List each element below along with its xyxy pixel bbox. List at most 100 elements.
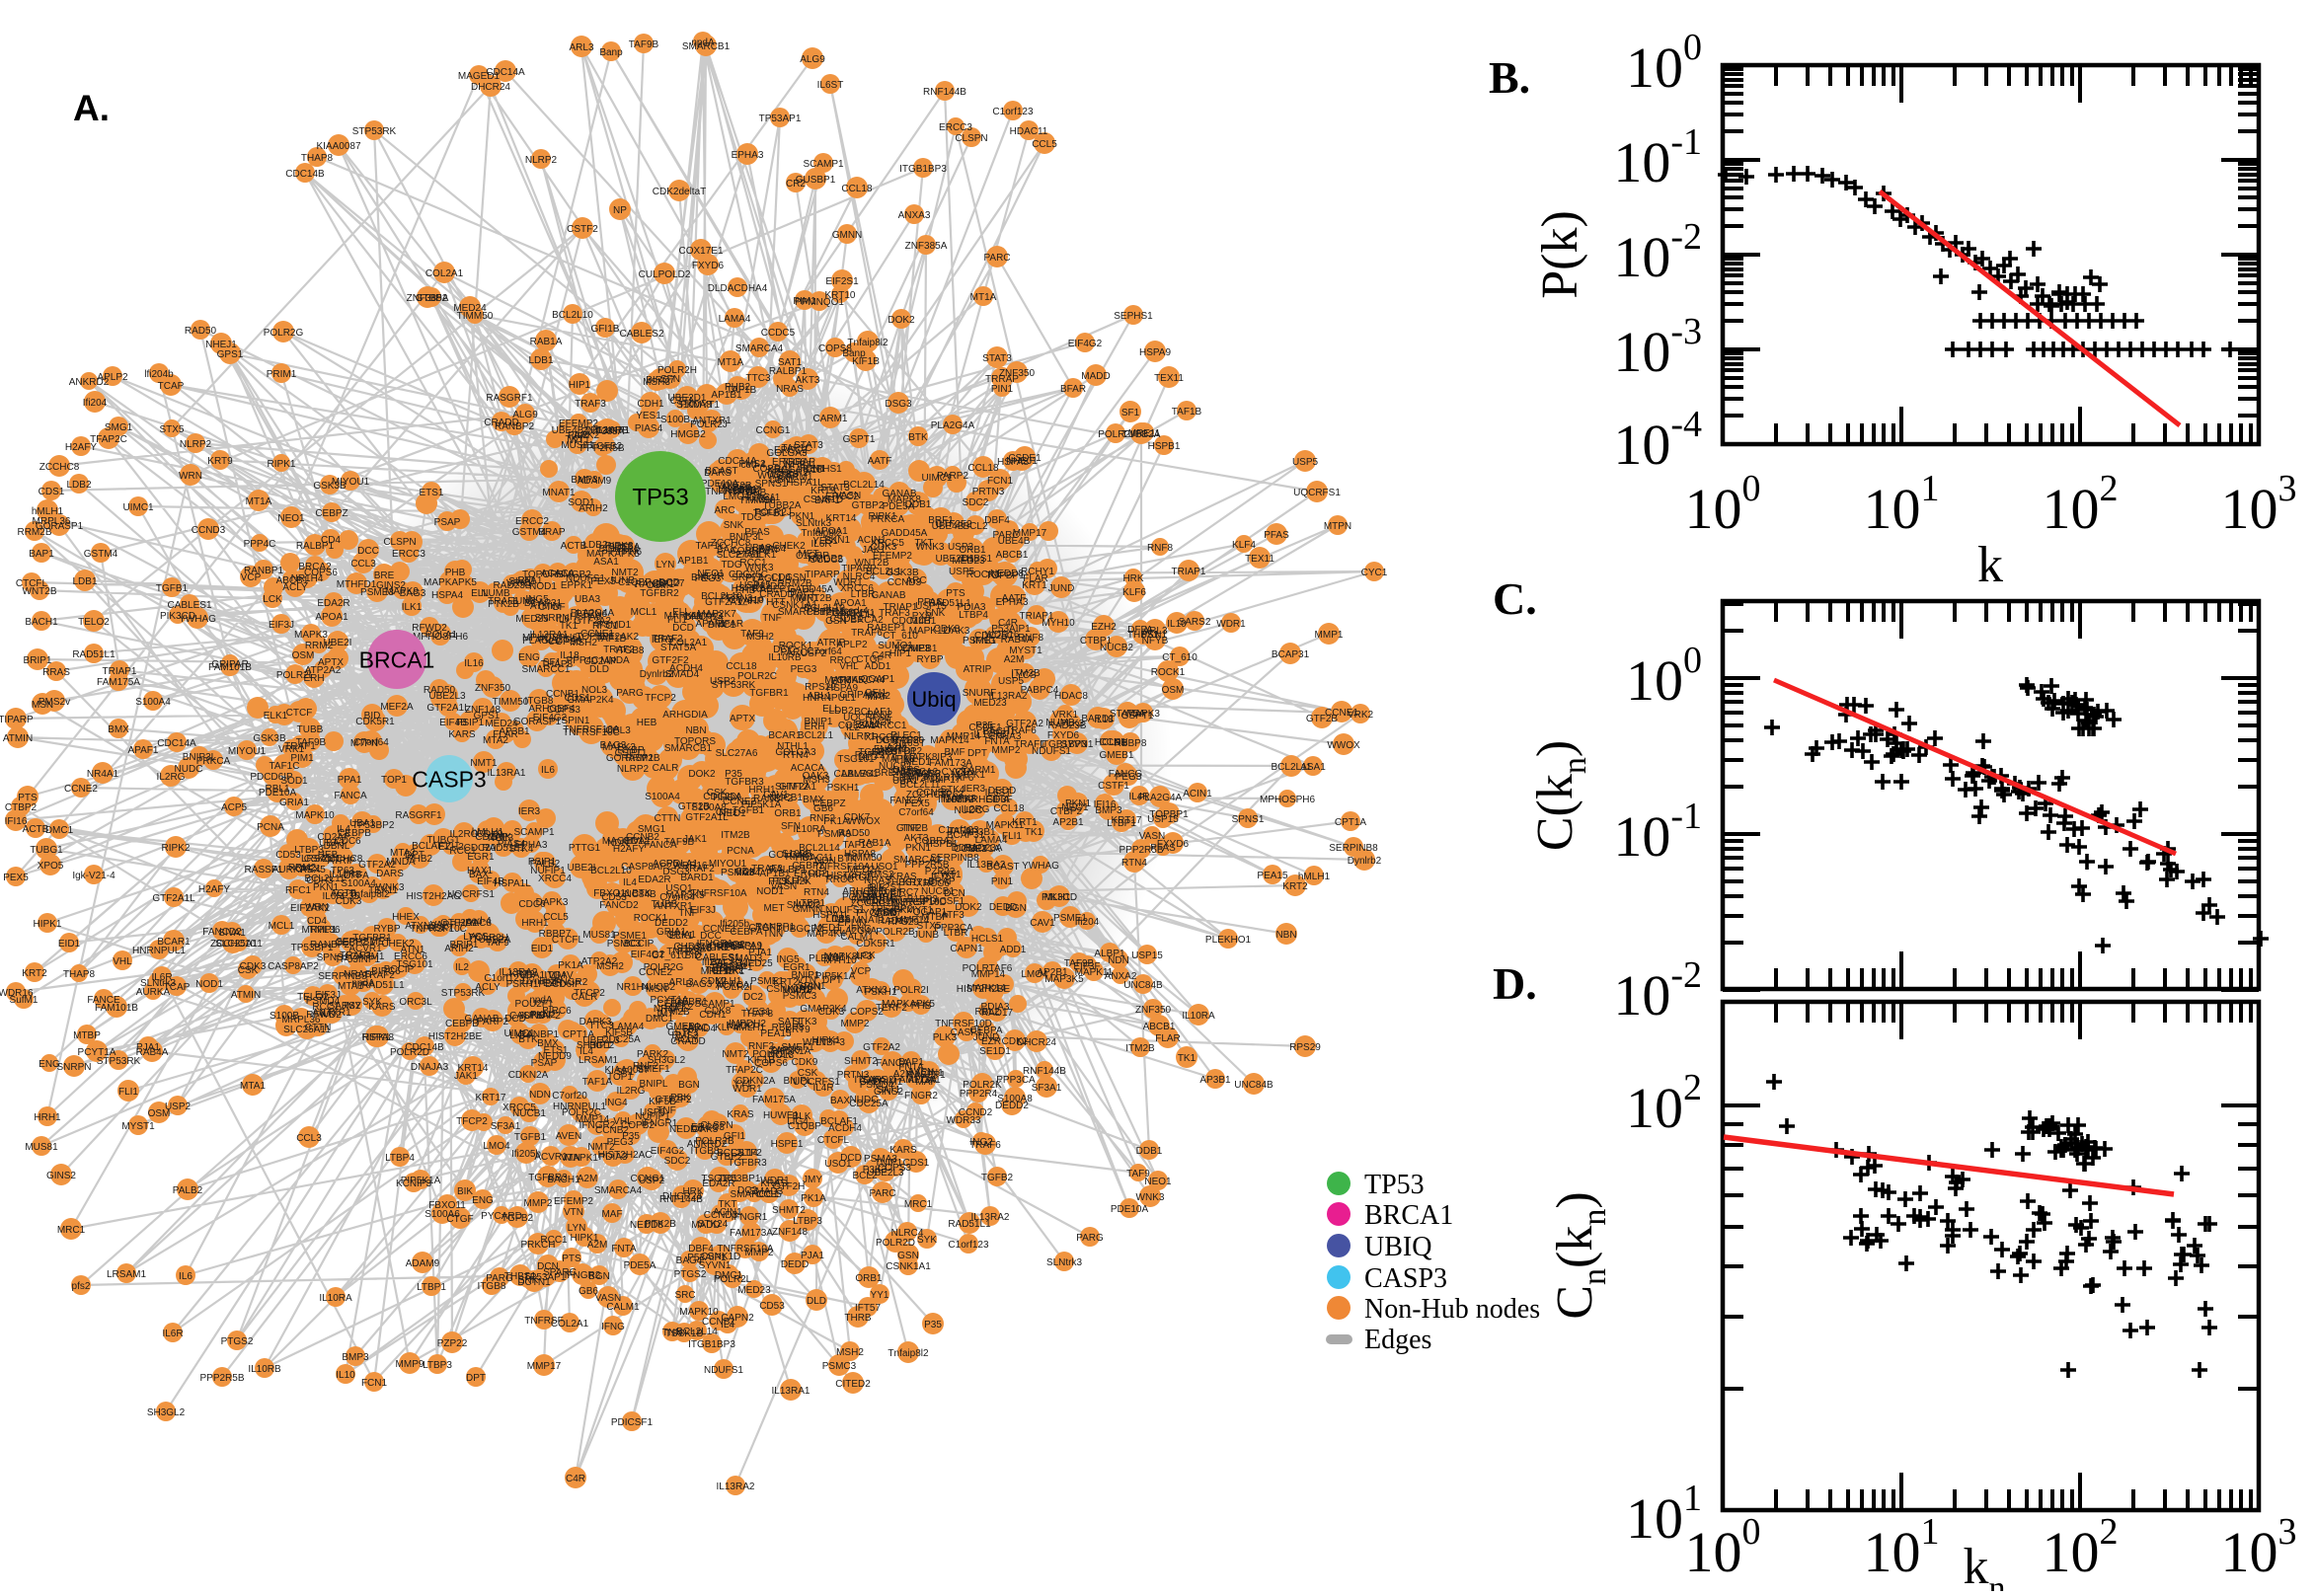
svg-text:CSDE1: CSDE1 [968, 722, 1002, 733]
svg-text:CDK2deltaT: CDK2deltaT [653, 187, 706, 197]
svg-text:DOK2: DOK2 [688, 769, 716, 780]
svg-text:LTBP3: LTBP3 [793, 1216, 822, 1227]
svg-text:IL2: IL2 [455, 962, 469, 973]
svg-text:ARC: ARC [714, 505, 734, 516]
svg-text:IL6: IL6 [541, 765, 555, 776]
svg-text:CALR: CALR [572, 992, 598, 1003]
svg-text:VRK2: VRK2 [1348, 710, 1374, 721]
svg-text:JAK1: JAK1 [683, 834, 707, 845]
svg-text:Ifi204: Ifi204 [83, 398, 108, 409]
svg-text:UNC84B: UNC84B [1123, 980, 1163, 991]
svg-text:102: 102 [2043, 1511, 2119, 1584]
svg-text:STP53RK: STP53RK [97, 1056, 141, 1067]
svg-text:YWHAG: YWHAG [1022, 861, 1059, 872]
svg-text:DLD: DLD [807, 1296, 826, 1307]
svg-text:CPT1A: CPT1A [1335, 817, 1367, 828]
svg-text:FANCA: FANCA [334, 791, 367, 801]
svg-text:TKT: TKT [915, 538, 934, 549]
svg-text:BCAP31: BCAP31 [1272, 649, 1310, 660]
svg-text:C7orf64: C7orf64 [353, 737, 389, 748]
svg-text:LTBP3: LTBP3 [423, 1360, 452, 1371]
svg-text:XPO5: XPO5 [38, 861, 64, 872]
svg-text:FNTA: FNTA [611, 1244, 637, 1254]
svg-text:SPNS1: SPNS1 [755, 479, 788, 490]
svg-text:CCDC5: CCDC5 [761, 328, 796, 339]
svg-text:ELK1: ELK1 [264, 711, 288, 722]
svg-text:CARM1: CARM1 [812, 414, 847, 424]
svg-text:DNAJA3: DNAJA3 [411, 1062, 449, 1073]
svg-text:GTF2B: GTF2B [678, 801, 711, 812]
svg-text:PALB2: PALB2 [173, 1185, 203, 1196]
svg-text:BGN: BGN [678, 1080, 700, 1091]
svg-text:BGN: BGN [588, 1271, 610, 1282]
svg-text:SHMT2: SHMT2 [772, 1205, 806, 1216]
svg-text:FLI1: FLI1 [118, 1087, 138, 1098]
svg-text:MMP1: MMP1 [1315, 630, 1344, 641]
svg-text:PARC: PARC [780, 647, 807, 658]
svg-text:BTK: BTK [831, 676, 851, 687]
svg-text:FBXO11: FBXO11 [593, 888, 631, 899]
svg-text:EPPK1: EPPK1 [561, 580, 593, 591]
svg-text:BCCIP: BCCIP [624, 939, 655, 950]
svg-text:TGFB2: TGFB2 [502, 1213, 534, 1224]
svg-text:A2M: A2M [578, 1174, 598, 1184]
svg-text:GMNN: GMNN [793, 904, 823, 915]
svg-text:VASN: VASN [771, 881, 798, 892]
svg-text:IL16: IL16 [803, 465, 822, 476]
svg-text:C1QBP: C1QBP [618, 577, 652, 588]
svg-text:BAP1: BAP1 [29, 549, 54, 560]
svg-text:WDR16: WDR16 [984, 630, 1019, 641]
svg-text:MUS81: MUS81 [582, 930, 616, 941]
svg-text:WWOX: WWOX [847, 816, 881, 827]
svg-text:ROCK1: ROCK1 [1151, 667, 1186, 678]
svg-text:EIF4G2: EIF4G2 [651, 1146, 685, 1157]
svg-text:GRIA1: GRIA1 [656, 927, 686, 938]
svg-text:OSM: OSM [292, 650, 315, 661]
svg-text:MMP17: MMP17 [527, 1361, 562, 1372]
svg-text:AURKA: AURKA [136, 987, 171, 998]
svg-text:10-3: 10-3 [1613, 311, 1702, 384]
svg-text:PARG: PARG [616, 688, 644, 699]
svg-text:100: 100 [1685, 468, 1761, 541]
svg-text:ORC3L: ORC3L [399, 997, 432, 1008]
svg-text:GMNN: GMNN [832, 230, 863, 241]
svg-text:TSG101: TSG101 [396, 959, 433, 970]
svg-text:S100B: S100B [660, 415, 690, 425]
svg-text:S100A4: S100A4 [645, 792, 680, 802]
svg-text:USP2: USP2 [639, 1176, 665, 1186]
svg-text:EZH2: EZH2 [1091, 622, 1117, 633]
svg-text:BCL2L1: BCL2L1 [798, 730, 834, 741]
svg-text:MAPK3: MAPK3 [1126, 709, 1160, 720]
svg-text:P(k): P(k) [1532, 210, 1588, 299]
svg-text:STAT3: STAT3 [820, 483, 850, 494]
svg-text:GRIPAR: GRIPAR [839, 690, 877, 701]
svg-text:pfs2: pfs2 [72, 1281, 91, 1292]
svg-text:TRAF6: TRAF6 [851, 628, 883, 639]
svg-text:IL18: IL18 [793, 985, 812, 996]
svg-text:CDH1: CDH1 [637, 399, 664, 410]
svg-text:IL4R: IL4R [1128, 792, 1149, 802]
svg-text:C4R: C4R [872, 650, 891, 661]
svg-text:TNN: TNN [763, 929, 784, 940]
svg-text:ASA1: ASA1 [593, 557, 619, 568]
svg-text:DPT: DPT [967, 748, 987, 759]
svg-text:WDR1: WDR1 [1216, 619, 1246, 630]
svg-text:DHCR24: DHCR24 [1017, 1037, 1056, 1048]
svg-text:AP2B1: AP2B1 [1052, 817, 1084, 828]
svg-text:CASP8AP2: CASP8AP2 [268, 961, 319, 972]
svg-text:BRIP1: BRIP1 [450, 940, 479, 950]
svg-text:RAD50: RAD50 [185, 326, 217, 337]
svg-text:SF3A1: SF3A1 [1032, 1083, 1062, 1094]
svg-text:PDIA3: PDIA3 [599, 1152, 628, 1163]
svg-text:TNF: TNF [656, 1105, 675, 1116]
svg-text:YY1: YY1 [733, 1079, 752, 1090]
svg-text:NR1H4: NR1H4 [617, 982, 650, 993]
svg-text:CCL18: CCL18 [967, 463, 999, 474]
svg-text:APAF1: APAF1 [128, 745, 159, 756]
svg-text:RAD23A: RAD23A [965, 843, 1003, 854]
svg-text:TEX11: TEX11 [1245, 554, 1274, 565]
svg-text:TUBG1: TUBG1 [30, 845, 63, 856]
svg-text:IFNGR2: IFNGR2 [579, 1120, 616, 1131]
svg-text:HNRNPUL1: HNRNPUL1 [132, 946, 186, 956]
svg-text:RAD50: RAD50 [838, 828, 871, 839]
